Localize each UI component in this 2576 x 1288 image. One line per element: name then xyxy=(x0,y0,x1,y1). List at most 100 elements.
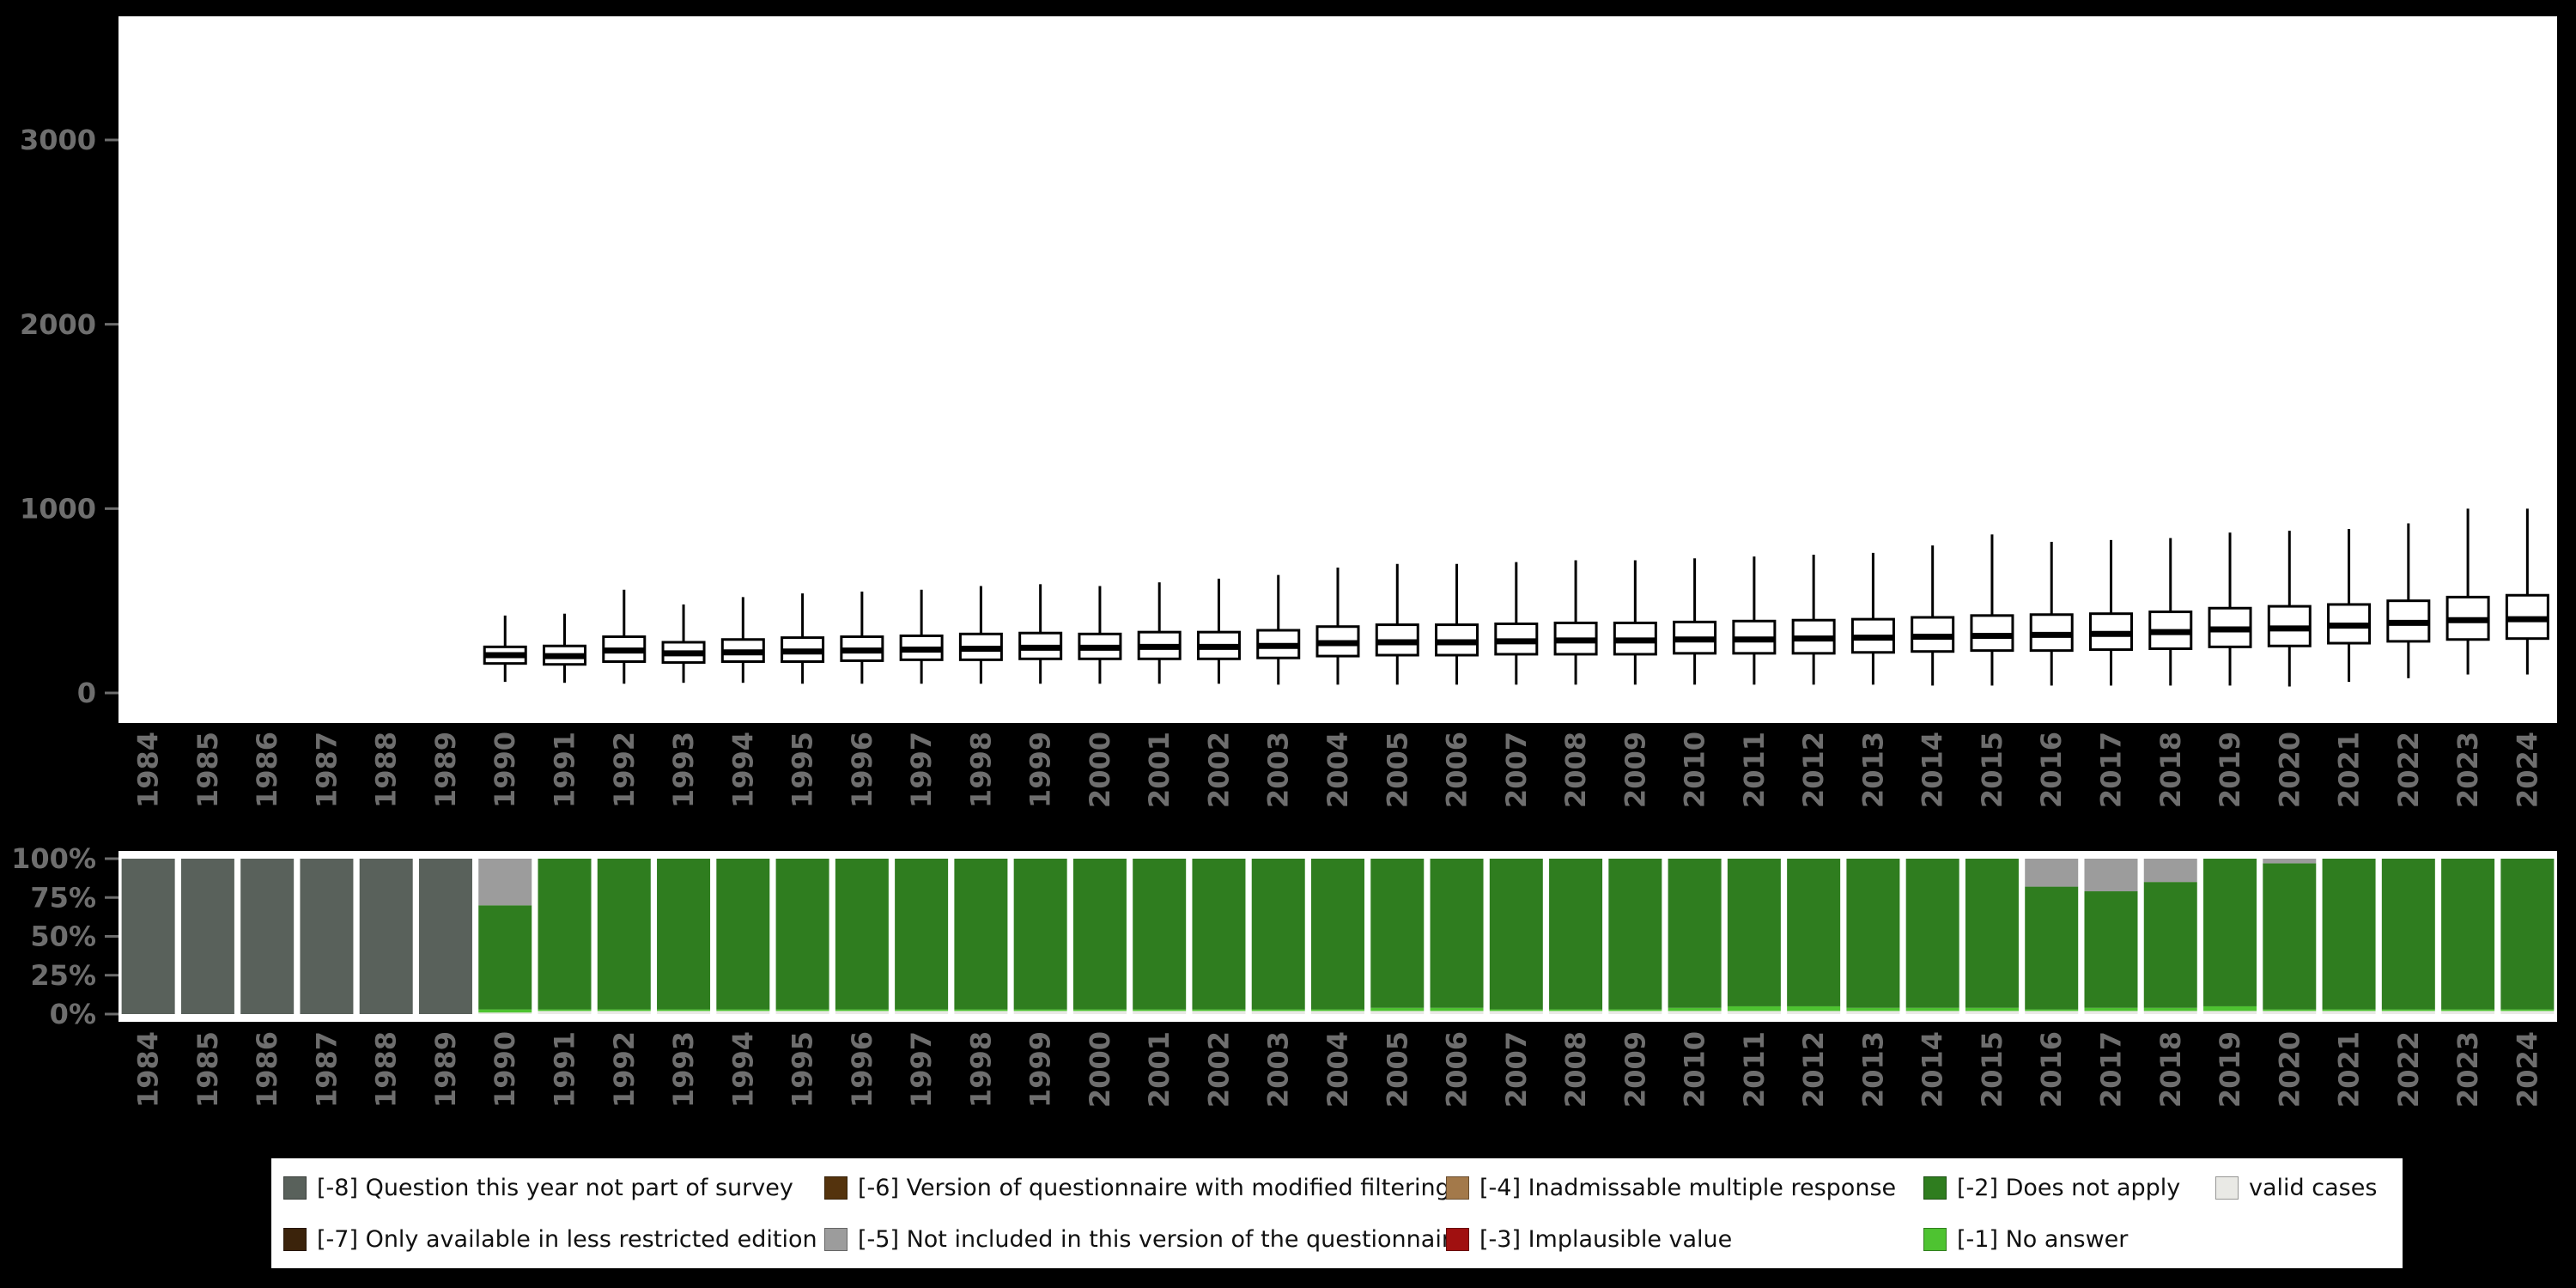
segment-m2 xyxy=(657,859,711,1010)
boxplot-1994 xyxy=(720,597,765,683)
stacked-bar-2009 xyxy=(1608,859,1662,1014)
segment-m1 xyxy=(478,1009,532,1013)
y-axis-label: 0 xyxy=(77,677,96,709)
bar-year-label: 1988 xyxy=(370,1031,403,1108)
segment-m2 xyxy=(1489,859,1543,1010)
boxplot-2007 xyxy=(1494,562,1539,685)
boxplot-year-label: 2016 xyxy=(2035,732,2068,808)
boxplot-year-label: 1990 xyxy=(489,732,521,808)
segment-m2 xyxy=(1430,859,1484,1008)
boxplot-1992 xyxy=(602,589,647,684)
segment-valid xyxy=(2500,1011,2555,1014)
legend-item-m3: [-3] Implausible value xyxy=(1446,1227,1923,1251)
segment-m2 xyxy=(597,859,651,1010)
segment-m2 xyxy=(1311,859,1364,1010)
segment-m1 xyxy=(716,1009,770,1012)
boxplot-2017 xyxy=(2088,539,2133,686)
bar-year-label: 1996 xyxy=(846,1031,878,1108)
segment-valid xyxy=(1311,1011,1364,1014)
segment-m1 xyxy=(2441,1009,2495,1012)
stacked-bar-1987 xyxy=(300,859,354,1014)
bar-year-label: 1994 xyxy=(726,1031,759,1108)
boxplot-year-label: 2009 xyxy=(1619,732,1651,808)
bar-year-label: 1984 xyxy=(132,1031,165,1108)
segment-m2 xyxy=(2500,859,2555,1010)
legend-swatch-m3 xyxy=(1446,1227,1469,1251)
segment-m1 xyxy=(1013,1009,1067,1012)
legend-swatch-m6 xyxy=(824,1176,848,1200)
segment-valid xyxy=(1846,1011,1900,1014)
segment-m1 xyxy=(2203,1005,2257,1012)
boxplot-year-label: 1999 xyxy=(1024,732,1057,808)
stacked-bar-1989 xyxy=(418,859,472,1014)
stacked-bar-2014 xyxy=(1905,859,1959,1014)
segment-valid xyxy=(1668,1011,1722,1014)
legend-label: [-1] No answer xyxy=(1957,1225,2129,1253)
segment-m2 xyxy=(2441,859,2495,1010)
bar-year-label: 2017 xyxy=(2095,1031,2128,1108)
boxplot-2020 xyxy=(2267,531,2312,687)
boxplot-year-label: 2017 xyxy=(2095,732,2128,808)
boxplot-2008 xyxy=(1553,560,1598,685)
segment-valid xyxy=(1072,1011,1127,1014)
segment-m2 xyxy=(1727,859,1781,1006)
boxplot-year-label: 2006 xyxy=(1441,732,1473,808)
stacked-bar-2007 xyxy=(1489,859,1543,1014)
segment-m1 xyxy=(835,1009,889,1012)
boxplot-2005 xyxy=(1375,563,1419,685)
boxplot-2015 xyxy=(1970,534,2014,686)
legend-label: [-5] Not included in this version of the… xyxy=(858,1225,1465,1253)
segment-m2 xyxy=(1192,859,1246,1010)
boxplot-year-label: 2000 xyxy=(1084,732,1116,808)
boxplot-year-label: 1998 xyxy=(964,732,997,808)
y-axis-label: 1000 xyxy=(20,493,96,526)
bar-year-label: 2001 xyxy=(1143,1031,1176,1108)
bar-year-label: 2006 xyxy=(1441,1031,1473,1108)
bar-year-label: 2015 xyxy=(1976,1031,2008,1108)
segment-valid xyxy=(2441,1011,2495,1014)
segment-valid xyxy=(1549,1011,1603,1014)
legend-label: [-6] Version of questionnaire with modif… xyxy=(858,1174,1450,1201)
bar-year-label: 2003 xyxy=(1262,1031,1295,1108)
stacked-bar-2003 xyxy=(1251,859,1305,1014)
segment-valid xyxy=(716,1011,770,1014)
stacked-bar-2000 xyxy=(1072,859,1127,1014)
boxplot-year-label: 1994 xyxy=(726,732,759,808)
stacked-bar-1999 xyxy=(1013,859,1067,1014)
bar-year-label: 1995 xyxy=(787,1031,819,1108)
boxplot-year-label: 1989 xyxy=(429,732,462,808)
boxplot-1999 xyxy=(1018,584,1063,684)
bar-year-label: 1999 xyxy=(1024,1031,1057,1108)
segment-m2 xyxy=(954,859,1008,1010)
segment-m2 xyxy=(2084,891,2138,1008)
legend-label: [-4] Inadmissable multiple response xyxy=(1479,1174,1897,1201)
stacked-bar-1994 xyxy=(716,859,770,1014)
percent-axis-label: 100% xyxy=(11,842,96,875)
segment-m8 xyxy=(418,859,472,1014)
segment-m1 xyxy=(954,1009,1008,1012)
bar-year-label: 2013 xyxy=(1856,1031,1889,1108)
boxplot-year-label: 1991 xyxy=(549,732,581,808)
segment-m1 xyxy=(775,1009,829,1012)
stacked-bar-1985 xyxy=(180,859,234,1014)
boxplot-2023 xyxy=(2445,508,2490,675)
bar-year-label: 2009 xyxy=(1619,1031,1651,1108)
legend-item-m5: [-5] Not included in this version of the… xyxy=(824,1227,1465,1251)
segment-m1 xyxy=(1133,1009,1187,1012)
bar-year-label: 2004 xyxy=(1321,1031,1354,1108)
segment-m2 xyxy=(835,859,889,1010)
segment-m2 xyxy=(1668,859,1722,1008)
segment-m2 xyxy=(1251,859,1305,1010)
bar-year-label: 2000 xyxy=(1084,1031,1116,1108)
stacked-bar-1993 xyxy=(657,859,711,1014)
bar-year-label: 2018 xyxy=(2154,1031,2187,1108)
bar-year-label: 1986 xyxy=(251,1031,283,1108)
boxplot-year-label: 2021 xyxy=(2333,732,2366,808)
stacked-bar-2004 xyxy=(1311,859,1364,1014)
legend-swatch-m5 xyxy=(824,1227,848,1251)
boxplot-2006 xyxy=(1435,563,1479,685)
bar-year-label: 1991 xyxy=(549,1031,581,1108)
bar-year-label: 2002 xyxy=(1203,1031,1236,1108)
bar-year-label: 2010 xyxy=(1679,1031,1711,1108)
